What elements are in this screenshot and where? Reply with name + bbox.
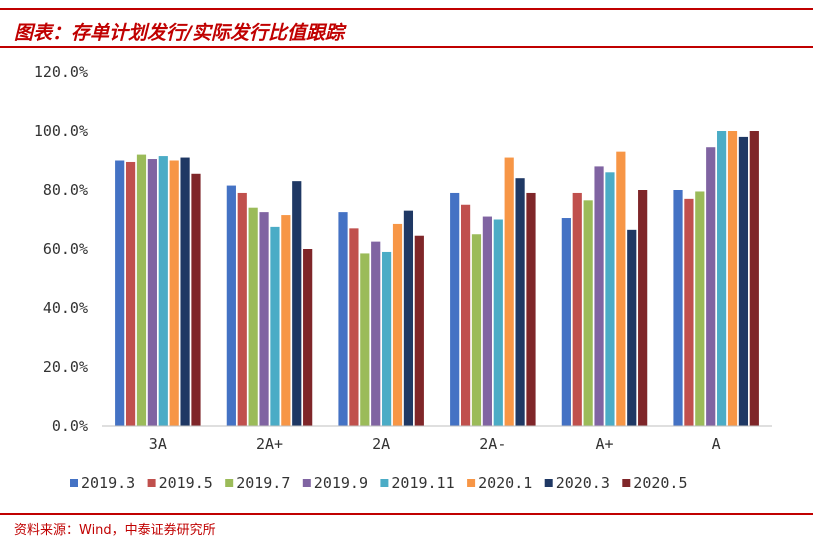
bar — [403, 210, 414, 426]
x-tick-label: A — [712, 435, 721, 453]
x-axis: 3A 2A+ 2A 2A- A+ A — [102, 425, 772, 453]
bar — [616, 151, 626, 426]
x-tick-label: A+ — [595, 435, 613, 453]
bar — [638, 190, 648, 426]
bar — [303, 249, 313, 426]
y-tick-label: 120.0% — [34, 63, 88, 81]
bar — [392, 223, 403, 426]
bar — [382, 251, 392, 426]
bar — [414, 235, 424, 426]
x-tick-label: 3A — [149, 435, 167, 453]
x-tick-label: 2A — [372, 435, 390, 453]
top-rule — [0, 8, 813, 10]
bar — [727, 131, 738, 426]
legend-label: 2020.5 — [633, 474, 687, 492]
bar — [526, 192, 536, 426]
legend-label: 2019.3 — [81, 474, 135, 492]
y-tick-label: 0.0% — [52, 417, 88, 435]
legend-label: 2020.3 — [556, 474, 610, 492]
bar — [136, 154, 147, 426]
bar — [169, 160, 179, 426]
bar — [717, 131, 727, 426]
bar — [605, 172, 615, 426]
bars — [115, 131, 759, 427]
bar — [371, 241, 381, 426]
legend-label: 2019.11 — [391, 474, 454, 492]
bar — [248, 207, 258, 426]
legend-swatch — [225, 479, 234, 487]
bar — [292, 181, 302, 426]
legend-label: 2019.5 — [159, 474, 213, 492]
bar — [191, 173, 201, 426]
bar — [338, 212, 348, 426]
bar — [749, 131, 759, 426]
legend-swatch — [467, 479, 476, 487]
bar — [115, 160, 125, 426]
bar — [450, 192, 460, 426]
x-tick-label: 2A- — [479, 435, 506, 453]
y-tick-label: 100.0% — [34, 122, 88, 140]
footer-rule — [0, 513, 813, 515]
bar — [684, 198, 694, 426]
legend-swatch — [147, 479, 156, 487]
bar — [281, 215, 291, 426]
bar — [515, 178, 525, 426]
bar — [482, 216, 492, 426]
legend-label: 2019.9 — [314, 474, 368, 492]
bar — [147, 159, 157, 426]
bar — [237, 192, 247, 426]
bar — [259, 212, 269, 426]
bar — [561, 218, 571, 426]
legend-label: 2019.7 — [236, 474, 290, 492]
bar — [270, 226, 280, 426]
bar-chart: 0.0% 20.0% 40.0% 60.0% 80.0% 100.0% 120.0% 3A 2… — [34, 63, 772, 492]
bar — [471, 234, 482, 426]
legend-swatch — [622, 479, 631, 487]
bar — [583, 200, 593, 426]
legend-swatch — [70, 479, 78, 487]
bar — [493, 219, 503, 426]
y-tick-label: 60.0% — [43, 240, 88, 258]
bar — [572, 192, 582, 426]
bar — [360, 253, 370, 426]
legend: 2019.3 2019.5 2019.7 2019.9 2019.11 2020.1 202… — [70, 474, 687, 492]
bar — [594, 166, 604, 426]
legend-swatch — [380, 479, 389, 487]
figure-title: 图表：存单计划发行/实际发行比值跟踪 — [14, 22, 344, 44]
bar — [460, 204, 471, 426]
x-tick-label: 2A+ — [256, 435, 283, 453]
y-tick-label: 20.0% — [43, 358, 88, 376]
bar — [673, 190, 683, 426]
bar — [706, 147, 716, 426]
bar — [226, 185, 236, 426]
bar — [738, 136, 749, 426]
y-tick-label: 40.0% — [43, 299, 88, 317]
bar — [627, 229, 637, 426]
bar — [504, 157, 514, 427]
bar — [349, 228, 359, 426]
bar — [125, 161, 136, 426]
y-tick-label: 80.0% — [43, 181, 88, 199]
bar — [180, 157, 190, 427]
source-note: 资料来源：Wind，中泰证券研究所 — [14, 523, 216, 538]
legend-swatch — [544, 479, 553, 487]
title-rule — [0, 46, 813, 48]
bar — [158, 156, 168, 426]
y-axis: 0.0% 20.0% 40.0% 60.0% 80.0% 100.0% 120.0% — [34, 63, 88, 435]
legend-label: 2020.1 — [478, 474, 532, 492]
bar — [695, 191, 705, 426]
legend-swatch — [302, 479, 311, 487]
